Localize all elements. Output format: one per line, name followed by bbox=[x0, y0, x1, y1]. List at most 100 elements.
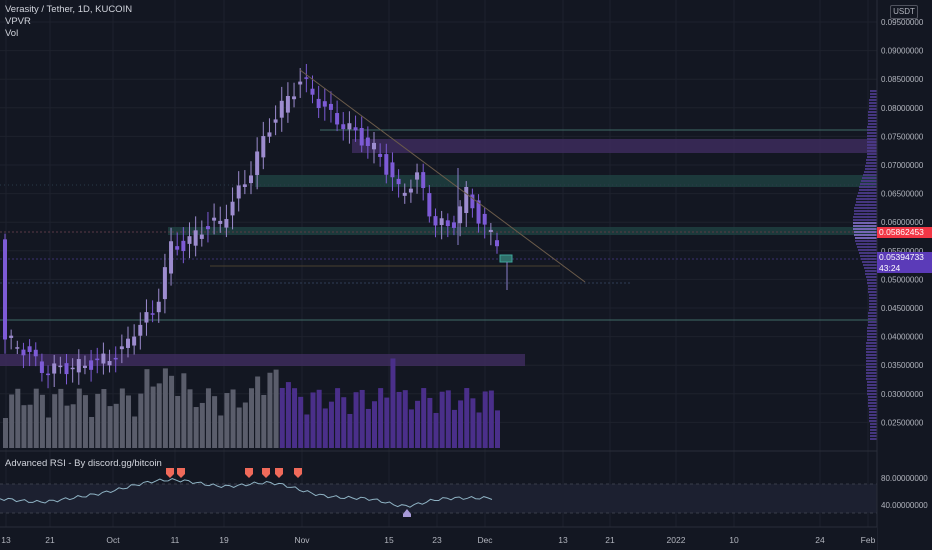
volume-bar bbox=[107, 406, 113, 448]
candle-body bbox=[433, 216, 438, 226]
indicator-vol[interactable]: Vol bbox=[5, 28, 19, 39]
price-label: 0.03500000 bbox=[881, 361, 924, 370]
candle-body bbox=[15, 347, 20, 349]
candle-body bbox=[378, 153, 383, 157]
candle-body bbox=[126, 338, 130, 348]
rsi-overbought-marker bbox=[166, 468, 174, 478]
time-axis[interactable]: 13 21 Oct 11 19 Nov 15 23 Dec 13 21 2022 10 24 Feb bbox=[0, 526, 877, 550]
symbol-title[interactable]: Verasity / Tether, 1D, KUCOIN bbox=[5, 4, 133, 15]
candle-body bbox=[439, 218, 444, 226]
volume-bar bbox=[285, 382, 291, 448]
volume-bar bbox=[292, 388, 298, 448]
price-label: 0.07000000 bbox=[881, 161, 924, 170]
profile-bar bbox=[868, 405, 877, 407]
bar-countdown: 43:24 bbox=[879, 263, 901, 273]
candle-body bbox=[476, 200, 481, 224]
candle-body bbox=[458, 206, 463, 224]
volume-bar bbox=[15, 388, 21, 448]
poc-price-tag: 0.05862453 bbox=[877, 227, 932, 238]
profile-bar bbox=[864, 267, 877, 269]
volume-bar bbox=[298, 396, 304, 448]
indicator-vpvr[interactable]: VPVR bbox=[5, 16, 31, 27]
profile-bar bbox=[861, 180, 877, 182]
profile-bar bbox=[869, 108, 877, 110]
profile-bar bbox=[858, 249, 877, 251]
profile-bar bbox=[866, 357, 877, 359]
profile-bar bbox=[860, 255, 877, 257]
profile-bar bbox=[868, 120, 877, 122]
profile-bar bbox=[866, 345, 877, 347]
volume-bar bbox=[218, 415, 224, 448]
profile-bar bbox=[867, 153, 877, 155]
rsi-overbought-marker bbox=[294, 468, 302, 478]
candle-body bbox=[175, 246, 180, 250]
profile-bar bbox=[866, 162, 877, 164]
profile-bar bbox=[866, 369, 877, 371]
profile-bar bbox=[868, 114, 877, 116]
profile-bar bbox=[867, 156, 877, 158]
candle-body bbox=[230, 201, 235, 216]
candle-body bbox=[58, 365, 63, 368]
candle-body bbox=[292, 96, 297, 100]
profile-bar bbox=[869, 306, 877, 308]
volume-bar bbox=[138, 393, 144, 448]
profile-bar bbox=[859, 252, 877, 254]
candle-body bbox=[242, 184, 247, 187]
time-axis-bg bbox=[0, 527, 877, 550]
candle-body bbox=[107, 361, 112, 366]
volume-bar bbox=[230, 389, 236, 448]
profile-bar bbox=[853, 225, 877, 227]
candle-body bbox=[89, 360, 94, 370]
candle-body bbox=[328, 103, 333, 110]
profile-bar bbox=[859, 189, 877, 191]
price-scale[interactable]: 0.09500000 0.09000000 0.08500000 0.08000000… bbox=[876, 0, 932, 550]
profile-bar bbox=[865, 270, 877, 272]
profile-bar bbox=[868, 396, 877, 398]
currency-button[interactable]: USDT bbox=[890, 5, 918, 19]
rsi-title[interactable]: Advanced RSI - By discord.gg/bitcoin bbox=[5, 458, 162, 469]
profile-bar bbox=[861, 258, 877, 260]
candle-body bbox=[205, 226, 210, 230]
profile-bar bbox=[866, 363, 877, 365]
profile-bar bbox=[855, 240, 877, 242]
profile-bar bbox=[867, 132, 877, 134]
zones-layer bbox=[0, 129, 877, 366]
profile-bar bbox=[870, 423, 877, 425]
rsi-band bbox=[0, 484, 877, 513]
volume-bar bbox=[212, 396, 218, 448]
volume-bar bbox=[39, 394, 45, 448]
candle-body bbox=[156, 301, 161, 313]
profile-bar bbox=[870, 90, 877, 92]
volume-bar bbox=[58, 388, 64, 448]
candle-body bbox=[119, 346, 124, 350]
price-zone bbox=[352, 139, 877, 153]
time-label: Oct bbox=[106, 535, 120, 545]
volume-bar bbox=[156, 383, 162, 448]
volume-bar bbox=[470, 398, 476, 448]
candle-body bbox=[415, 172, 420, 180]
last-price-tag: 0.05394733 43:24 bbox=[877, 252, 932, 273]
profile-bar bbox=[867, 135, 877, 137]
volume-bar bbox=[353, 392, 359, 448]
volume-bar bbox=[150, 386, 156, 448]
profile-bar bbox=[868, 318, 877, 320]
profile-bar bbox=[867, 126, 877, 128]
profile-bar bbox=[866, 276, 877, 278]
candle-body bbox=[488, 229, 493, 232]
trend-line bbox=[299, 69, 586, 283]
profile-bar bbox=[870, 435, 877, 437]
candle-body bbox=[82, 365, 87, 369]
candle-body bbox=[304, 77, 309, 79]
profile-bar bbox=[869, 300, 877, 302]
profile-bar bbox=[857, 195, 877, 197]
profile-bar bbox=[868, 123, 877, 125]
candle-body bbox=[445, 220, 450, 227]
volume-bar bbox=[488, 390, 494, 448]
rsi-scale-label: 40.00000000 bbox=[881, 501, 928, 510]
rsi-line bbox=[0, 478, 493, 508]
profile-bar bbox=[867, 138, 877, 140]
volume-bar bbox=[181, 373, 187, 448]
profile-bar bbox=[867, 336, 877, 338]
profile-bar bbox=[869, 105, 877, 107]
